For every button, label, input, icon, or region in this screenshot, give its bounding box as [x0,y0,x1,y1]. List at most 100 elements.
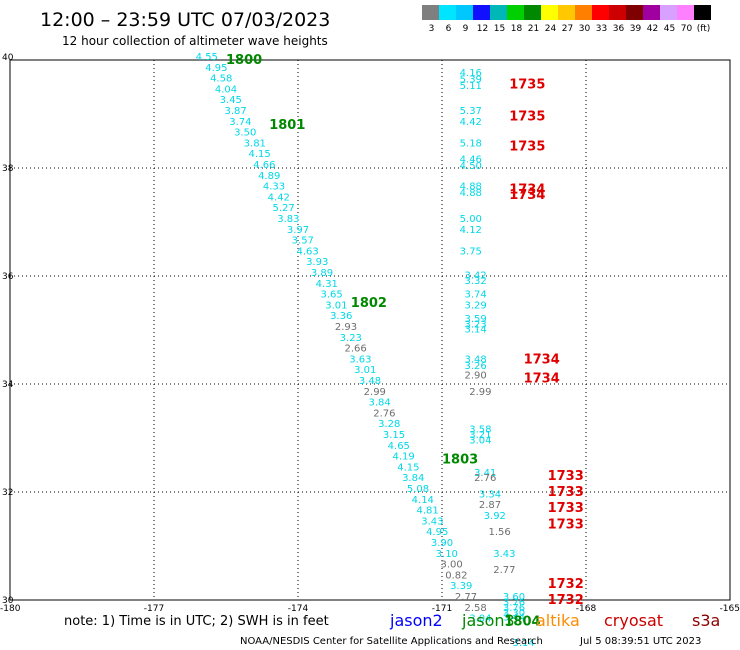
colorbar-label: 45 [664,24,675,34]
swh-point: 4.66 [253,160,275,171]
legend-jason3: jason3 [461,611,515,630]
colorbar-label: 15 [494,24,505,34]
wave-height-points: 4.554.954.584.043.453.873.743.503.814.15… [196,52,535,649]
swh-point: 2.99 [469,387,491,398]
swh-point: 3.76 [503,597,525,608]
time-label: 1801 [269,118,305,133]
swh-point: 4.42 [460,117,482,128]
swh-point: 4.42 [268,192,290,203]
time-label: 1734 [509,188,545,203]
colorbar-swatch [473,5,490,20]
colorbar-label: 18 [511,24,523,34]
swh-point: 3.43 [493,549,515,560]
legend-cryosat: cryosat [604,611,663,630]
credit-text: NOAA/NESDIS Center for Satellite Applica… [240,636,543,647]
swh-point: 4.88 [460,182,482,193]
axis-ticks: -180 -177 -174 -171 -168 -165 30 32 34 36 38 40 [0,53,740,614]
swh-point: 3.23 [464,319,486,330]
swh-point: 2.77 [455,592,477,603]
swh-point: 3.29 [464,300,486,311]
swh-point: 3.43 [421,516,443,527]
time-labels: 1800180118021803180417351735173517341734… [226,53,584,630]
swh-point: 4.95 [426,527,448,538]
swh-point: 4.63 [296,246,318,257]
swh-point: 3.83 [277,214,299,225]
swh-point: 3.14 [512,638,534,649]
colorbar-swatch [626,5,643,20]
swh-point: 3.15 [383,430,405,441]
time-label: 1804 [504,615,540,630]
swh-point: 3.76 [503,603,525,614]
swh-point: 3.01 [354,365,376,376]
colorbar-swatch [558,5,575,20]
y-tick-label: 30 [2,596,14,606]
swh-point: 3.48 [359,376,381,387]
colorbar-label: 42 [647,24,658,34]
swh-point: 3.30 [503,608,525,619]
swh-point: 3.34 [479,489,501,500]
swh-point: 3.87 [224,106,246,117]
x-tick-label: -165 [720,604,740,614]
time-label: 1732 [548,577,584,592]
colorbar-swatch [439,5,456,20]
swh-point: 2.93 [335,322,357,333]
swh-point: 3.89 [311,268,333,279]
swh-point: 1.56 [488,527,510,538]
swh-point: 4.14 [412,495,434,506]
swh-point: 3.74 [464,290,486,301]
plot-frame [9,59,731,601]
swh-point: 3.60 [503,592,525,603]
swh-point: 3.74 [229,117,251,128]
swh-point: 5.08 [407,484,429,495]
swh-point: 3.81 [244,138,266,149]
swh-point: 3.84 [368,398,390,409]
colorbar-label: 24 [545,24,557,34]
grid [10,60,730,600]
time-label: 1803 [442,453,478,468]
colorbar-swatch [575,5,592,20]
time-label: 1733 [548,469,584,484]
swh-point: 3.01 [325,300,347,311]
swh-point: 4.12 [460,225,482,236]
x-tick-label: -171 [432,604,452,614]
colorbar-swatch [609,5,626,20]
x-tick-label: -168 [576,604,597,614]
swh-point: 3.44 [503,613,525,624]
swh-point: 4.50 [460,161,482,172]
colorbar-label: 3 [429,24,435,34]
swh-point: 3.39 [450,581,472,592]
swh-point: 4.89 [258,171,280,182]
colorbar-label: 36 [613,24,625,34]
colorbar-swatch [660,5,677,20]
swh-point: 4.58 [210,74,232,85]
time-label: 1735 [509,77,545,92]
time-label: 1733 [548,517,584,532]
y-tick-label: 34 [2,380,14,390]
swh-point: 3.58 [469,425,491,436]
colorbar: 3 6 9 12 15 18 21 24 27 30 33 36 39 42 45 70 (ft) [422,5,711,34]
swh-point: 2.76 [373,408,395,419]
legend-jason2: jason2 [389,611,443,630]
swh-point: 5.18 [460,138,482,149]
colorbar-label: 9 [463,24,469,34]
swh-point: 3.48 [464,354,486,365]
swh-point: 3.41 [474,468,496,479]
y-tick-label: 36 [2,272,14,282]
colorbar-swatch [541,5,558,20]
swh-point: 3.97 [287,225,309,236]
swh-point: 4.65 [388,441,410,452]
x-tick-label: -174 [288,604,309,614]
colorbar-swatch [643,5,660,20]
swh-point: 2.77 [493,565,515,576]
swh-point: 4.33 [263,182,285,193]
note-text: note: 1) Time is in UTC; 2) SWH is in fe… [64,614,329,629]
swh-point: 3.32 [464,276,486,287]
colorbar-label: 33 [596,24,607,34]
swh-point: 4.81 [416,506,438,517]
legend-altika: altika [536,611,580,630]
swh-point: 3.45 [220,95,242,106]
swh-point: 3.04 [469,435,491,446]
colorbar-swatch [422,5,439,20]
swh-point: 5.39 [460,75,482,86]
swh-point: 3.26 [464,361,486,372]
